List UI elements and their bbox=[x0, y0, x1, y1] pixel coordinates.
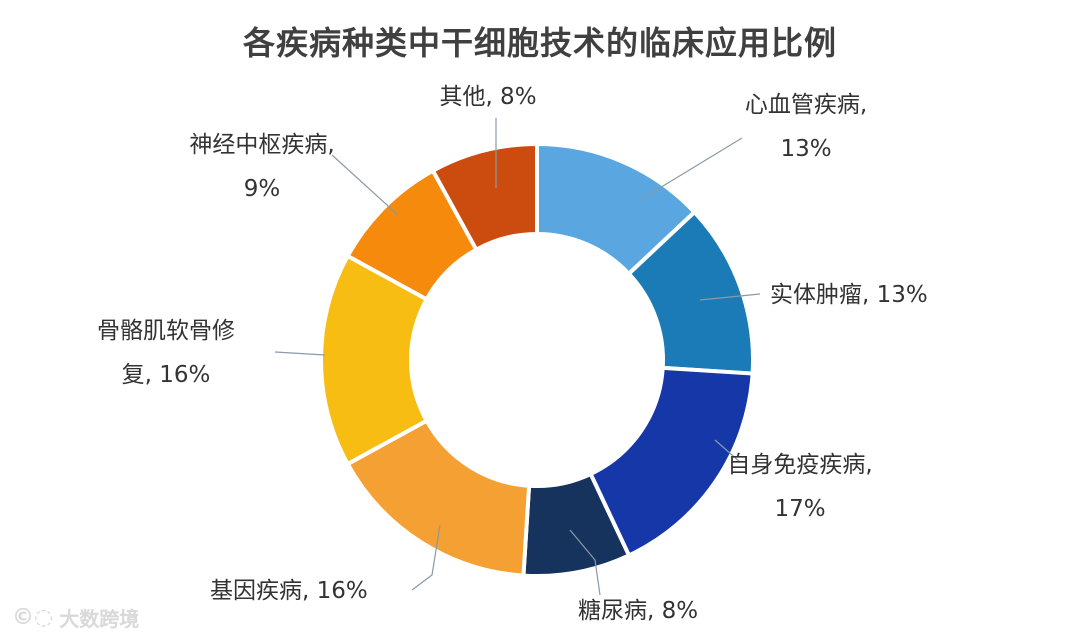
watermark: ©◌ 大数跨境 bbox=[12, 603, 139, 632]
leader-line-0 bbox=[639, 137, 743, 201]
speech-bubble-logo-icon: ©◌ bbox=[12, 605, 54, 630]
slice-label-2: 自身免疫疾病, 17% bbox=[727, 452, 872, 522]
slice-label-line: 自身免疫疾病, bbox=[727, 452, 872, 478]
leader-line-5 bbox=[274, 351, 326, 356]
leader-line-2 bbox=[714, 439, 741, 463]
leader-line-4 bbox=[411, 524, 441, 591]
slice-label-5: 骨骼肌软骨修复, 16% bbox=[97, 318, 235, 388]
chart-title: 各疾病种类中干细胞技术的临床应用比例 bbox=[242, 24, 837, 62]
slice-label-0: 心血管疾病, 13% bbox=[745, 92, 867, 162]
slice-label-line: 基因疾病, 16% bbox=[210, 578, 368, 604]
slice-label-line: 神经中枢疾病, bbox=[189, 132, 334, 158]
slice-label-line: 17% bbox=[774, 496, 825, 522]
slice-label-line: 其他, 8% bbox=[439, 84, 536, 110]
slice-label-line: 9% bbox=[244, 176, 281, 202]
slice-label-line: 心血管疾病, bbox=[745, 92, 867, 118]
leader-line-6 bbox=[331, 154, 399, 216]
watermark-text: 大数跨境 bbox=[59, 607, 140, 631]
leader-lines bbox=[274, 118, 761, 596]
slice-label-line: 复, 16% bbox=[122, 362, 211, 388]
slice-label-1: 实体肿瘤, 13% bbox=[770, 282, 928, 308]
slice-label-3: 糖尿病, 8% bbox=[578, 598, 698, 624]
slice-label-line: 骨骼肌软骨修 bbox=[97, 318, 235, 344]
slice-label-line: 13% bbox=[780, 136, 831, 162]
donut-slices bbox=[319, 141, 755, 578]
slice-label-line: 糖尿病, 8% bbox=[578, 598, 698, 624]
slice-label-4: 基因疾病, 16% bbox=[210, 578, 368, 604]
donut-slice-7 bbox=[430, 141, 539, 253]
leader-line-3 bbox=[569, 529, 601, 596]
slice-labels: 心血管疾病, 13% 实体肿瘤, 13% 自身免疫疾病, 17% 糖尿病, 8% 基因疾病,… bbox=[97, 84, 928, 624]
slice-label-7: 其他, 8% bbox=[439, 84, 536, 110]
slice-label-line: 实体肿瘤, 13% bbox=[770, 282, 928, 308]
leader-line-1 bbox=[699, 293, 761, 301]
slice-label-6: 神经中枢疾病, 9% bbox=[189, 132, 334, 202]
